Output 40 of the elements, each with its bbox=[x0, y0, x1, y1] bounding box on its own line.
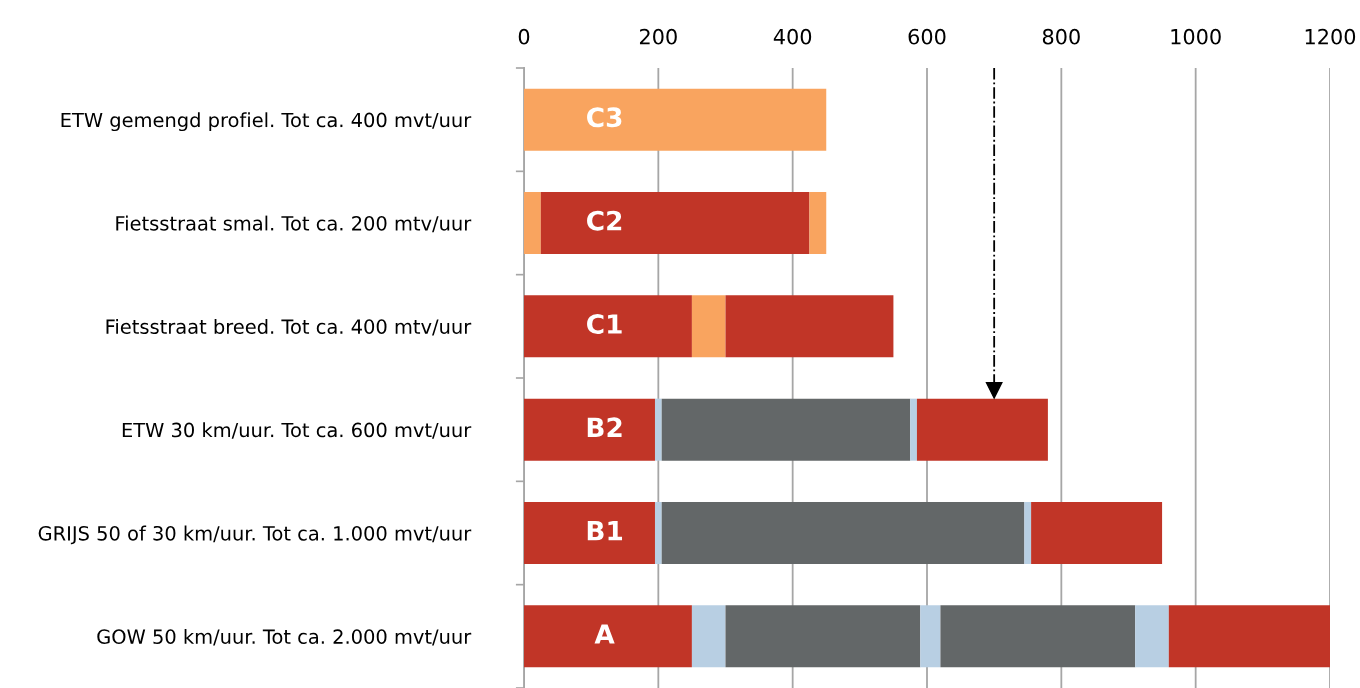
y-tick-label: GOW 50 km/uur. Tot ca. 2.000 mvt/uur bbox=[97, 628, 472, 646]
y-tick-label: ETW gemengd profiel. Tot ca. 400 mvt/uur bbox=[61, 112, 472, 132]
bar bbox=[920, 605, 941, 668]
bar bbox=[1024, 502, 1032, 564]
bar bbox=[524, 502, 655, 564]
x-tick-label: 600 bbox=[908, 28, 946, 45]
bar bbox=[916, 398, 1048, 461]
x-tick-label: 1200 bbox=[1305, 28, 1356, 45]
x-tick-label: 1000 bbox=[1171, 28, 1221, 45]
bar bbox=[661, 398, 911, 461]
bar bbox=[524, 192, 541, 254]
annotation: C2 bbox=[587, 210, 622, 231]
y-tick-label: Fietsstraat smal. Tot ca. 200 mtv/uur bbox=[116, 215, 472, 233]
bar bbox=[809, 192, 827, 254]
bar bbox=[661, 502, 1025, 564]
annotation: B1 bbox=[587, 521, 623, 541]
annotation: C3 bbox=[587, 107, 622, 128]
bar bbox=[654, 502, 662, 564]
bar bbox=[1135, 605, 1169, 668]
bar bbox=[524, 398, 655, 461]
bar bbox=[691, 295, 726, 358]
y-tick-label: ETW 30 km/uur. Tot ca. 600 mvt/uur bbox=[122, 422, 472, 439]
annotation: A bbox=[594, 624, 615, 644]
bar bbox=[524, 605, 692, 668]
bar bbox=[691, 605, 726, 668]
annotation: C1 bbox=[587, 314, 622, 334]
bar bbox=[725, 605, 921, 668]
x-tick-label: 400 bbox=[773, 28, 812, 45]
x-tick-label: 200 bbox=[639, 28, 677, 45]
bar bbox=[910, 398, 917, 461]
bar bbox=[524, 295, 692, 358]
bar bbox=[524, 88, 827, 151]
y-tick-label: GRIJS 50 of 30 km/uur. Tot ca. 1.000 mvt/uur bbox=[38, 525, 472, 545]
annotation: B2 bbox=[587, 417, 622, 437]
bar bbox=[1031, 502, 1163, 564]
bar bbox=[654, 398, 662, 461]
y-tick-label: Fietsstraat breed. Tot ca. 400 mtv/uur bbox=[106, 318, 472, 336]
x-tick-label: 0 bbox=[518, 28, 530, 45]
bar bbox=[1168, 605, 1330, 668]
x-tick-label: 800 bbox=[1042, 28, 1080, 45]
